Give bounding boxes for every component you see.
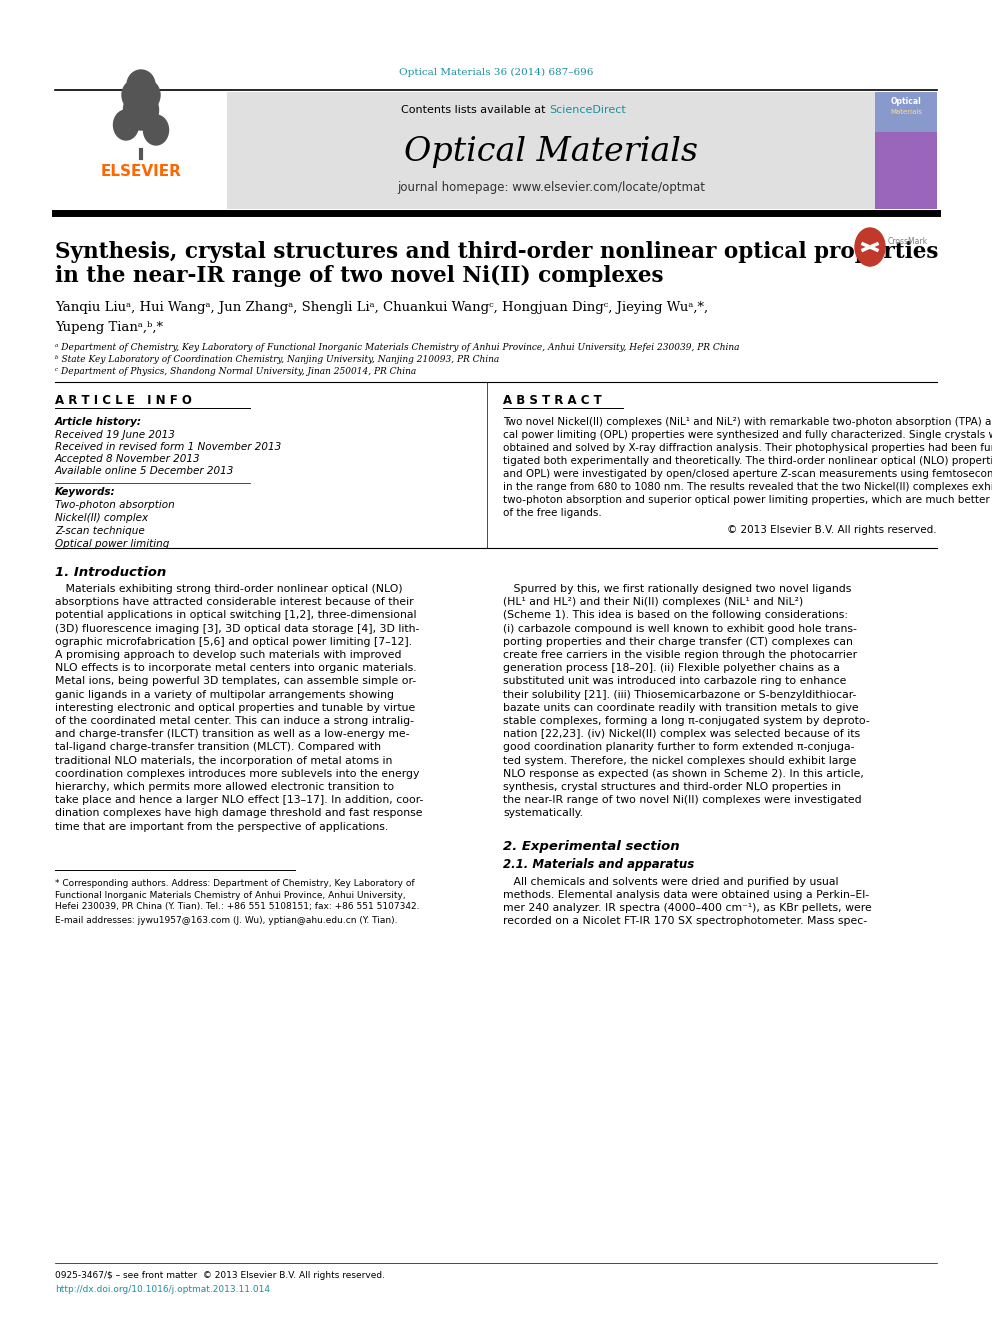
- Text: generation process [18–20]. (ii) Flexible polyether chains as a: generation process [18–20]. (ii) Flexibl…: [503, 663, 840, 673]
- Text: NLO response as expected (as shown in Scheme 2). In this article,: NLO response as expected (as shown in Sc…: [503, 769, 864, 779]
- Text: A B S T R A C T: A B S T R A C T: [503, 393, 602, 406]
- Polygon shape: [862, 257, 878, 266]
- Text: Keywords:: Keywords:: [55, 487, 116, 497]
- Text: create free carriers in the visible region through the photocarrier: create free carriers in the visible regi…: [503, 650, 857, 660]
- Text: traditional NLO materials, the incorporation of metal atoms in: traditional NLO materials, the incorpora…: [55, 755, 393, 766]
- Text: Contents lists available at: Contents lists available at: [401, 105, 549, 115]
- Text: obtained and solved by X-ray diffraction analysis. Their photophysical propertie: obtained and solved by X-ray diffraction…: [503, 443, 992, 452]
- Text: Optical Materials: Optical Materials: [404, 136, 698, 168]
- Text: (HL¹ and HL²) and their Ni(II) complexes (NiL¹ and NiL²): (HL¹ and HL²) and their Ni(II) complexes…: [503, 597, 804, 607]
- Text: in the range from 680 to 1080 nm. The results revealed that the two Nickel(II) c: in the range from 680 to 1080 nm. The re…: [503, 482, 992, 492]
- FancyBboxPatch shape: [227, 93, 875, 209]
- Text: absorptions have attracted considerable interest because of their: absorptions have attracted considerable …: [55, 597, 414, 607]
- Text: of the coordinated metal center. This can induce a strong intralig-: of the coordinated metal center. This ca…: [55, 716, 414, 726]
- Text: nation [22,23]. (iv) Nickel(II) complex was selected because of its: nation [22,23]. (iv) Nickel(II) complex …: [503, 729, 860, 740]
- Text: interesting electronic and optical properties and tunable by virtue: interesting electronic and optical prope…: [55, 703, 416, 713]
- Text: Yanqiu Liuᵃ, Hui Wangᵃ, Jun Zhangᵃ, Shengli Liᵃ, Chuankui Wangᶜ, Hongjuan Dingᶜ,: Yanqiu Liuᵃ, Hui Wangᵃ, Jun Zhangᵃ, Shen…: [55, 302, 708, 315]
- Text: ᵃ Department of Chemistry, Key Laboratory of Functional Inorganic Materials Chem: ᵃ Department of Chemistry, Key Laborator…: [55, 344, 739, 352]
- Text: ELSEVIER: ELSEVIER: [100, 164, 182, 180]
- Text: * Corresponding authors. Address: Department of Chemistry, Key Laboratory of: * Corresponding authors. Address: Depart…: [55, 880, 415, 888]
- Text: ScienceDirect: ScienceDirect: [549, 105, 626, 115]
- Text: tal-ligand charge-transfer transition (MLCT). Compared with: tal-ligand charge-transfer transition (M…: [55, 742, 381, 753]
- Text: Hefei 230039, PR China (Y. Tian). Tel.: +86 551 5108151; fax: +86 551 5107342.: Hefei 230039, PR China (Y. Tian). Tel.: …: [55, 902, 420, 912]
- Text: Optical Materials 36 (2014) 687–696: Optical Materials 36 (2014) 687–696: [399, 67, 593, 77]
- Text: Received 19 June 2013: Received 19 June 2013: [55, 430, 175, 441]
- Text: (i) carbazole compound is well known to exhibit good hole trans-: (i) carbazole compound is well known to …: [503, 623, 857, 634]
- Text: the near-IR range of two novel Ni(II) complexes were investigated: the near-IR range of two novel Ni(II) co…: [503, 795, 862, 806]
- Text: (3D) fluorescence imaging [3], 3D optical data storage [4], 3D lith-: (3D) fluorescence imaging [3], 3D optica…: [55, 623, 420, 634]
- Text: Materials exhibiting strong third-order nonlinear optical (NLO): Materials exhibiting strong third-order …: [55, 583, 403, 594]
- Text: Spurred by this, we first rationally designed two novel ligands: Spurred by this, we first rationally des…: [503, 583, 851, 594]
- Text: of the free ligands.: of the free ligands.: [503, 508, 602, 519]
- Text: dination complexes have high damage threshold and fast response: dination complexes have high damage thre…: [55, 808, 423, 819]
- Text: mer 240 analyzer. IR spectra (4000–400 cm⁻¹), as KBr pellets, were: mer 240 analyzer. IR spectra (4000–400 c…: [503, 904, 872, 913]
- Text: ographic microfabrication [5,6] and optical power limiting [7–12].: ographic microfabrication [5,6] and opti…: [55, 636, 412, 647]
- Text: Available online 5 December 2013: Available online 5 December 2013: [55, 466, 234, 476]
- Text: systematically.: systematically.: [503, 808, 583, 819]
- Text: hierarchy, which permits more allowed electronic transition to: hierarchy, which permits more allowed el…: [55, 782, 394, 792]
- Text: E-mail addresses: jywu1957@163.com (J. Wu), yptian@ahu.edu.cn (Y. Tian).: E-mail addresses: jywu1957@163.com (J. W…: [55, 916, 398, 925]
- Ellipse shape: [113, 110, 139, 140]
- Ellipse shape: [855, 228, 885, 266]
- Text: CrossMark: CrossMark: [888, 238, 929, 246]
- Text: Functional Inorganic Materials Chemistry of Anhui Province, Anhui University,: Functional Inorganic Materials Chemistry…: [55, 890, 406, 900]
- Text: NLO effects is to incorporate metal centers into organic materials.: NLO effects is to incorporate metal cent…: [55, 663, 417, 673]
- Text: 2. Experimental section: 2. Experimental section: [503, 840, 680, 853]
- Text: potential applications in optical switching [1,2], three-dimensional: potential applications in optical switch…: [55, 610, 417, 620]
- Text: bazate units can coordinate readily with transition metals to give: bazate units can coordinate readily with…: [503, 703, 859, 713]
- Text: and OPL) were investigated by open/closed aperture Z-scan measurements using fem: and OPL) were investigated by open/close…: [503, 468, 992, 479]
- Text: ᵇ State Key Laboratory of Coordination Chemistry, Nanjing University, Nanjing 21: ᵇ State Key Laboratory of Coordination C…: [55, 356, 499, 365]
- Ellipse shape: [144, 115, 169, 146]
- Text: A R T I C L E   I N F O: A R T I C L E I N F O: [55, 393, 191, 406]
- Text: in the near-IR range of two novel Ni(II) complexes: in the near-IR range of two novel Ni(II)…: [55, 265, 664, 287]
- Text: Optical: Optical: [891, 98, 922, 106]
- Text: ᶜ Department of Physics, Shandong Normal University, Jinan 250014, PR China: ᶜ Department of Physics, Shandong Normal…: [55, 368, 417, 377]
- Text: ganic ligands in a variety of multipolar arrangements showing: ganic ligands in a variety of multipolar…: [55, 689, 394, 700]
- Text: 2.1. Materials and apparatus: 2.1. Materials and apparatus: [503, 859, 694, 871]
- FancyBboxPatch shape: [875, 132, 937, 209]
- Text: Article history:: Article history:: [55, 417, 142, 427]
- Text: Accepted 8 November 2013: Accepted 8 November 2013: [55, 454, 200, 464]
- Text: two-photon absorption and superior optical power limiting properties, which are : two-photon absorption and superior optic…: [503, 495, 992, 505]
- Text: methods. Elemental analysis data were obtained using a Perkin–El-: methods. Elemental analysis data were ob…: [503, 890, 869, 900]
- Text: All chemicals and solvents were dried and purified by usual: All chemicals and solvents were dried an…: [503, 877, 838, 886]
- Text: cal power limiting (OPL) properties were synthesized and fully characterized. Si: cal power limiting (OPL) properties were…: [503, 430, 992, 441]
- Text: substituted unit was introduced into carbazole ring to enhance: substituted unit was introduced into car…: [503, 676, 846, 687]
- Text: synthesis, crystal structures and third-order NLO properties in: synthesis, crystal structures and third-…: [503, 782, 841, 792]
- Text: 0925-3467/$ – see front matter  © 2013 Elsevier B.V. All rights reserved.: 0925-3467/$ – see front matter © 2013 El…: [55, 1270, 385, 1279]
- Text: http://dx.doi.org/10.1016/j.optmat.2013.11.014: http://dx.doi.org/10.1016/j.optmat.2013.…: [55, 1285, 270, 1294]
- FancyBboxPatch shape: [55, 93, 227, 209]
- Text: their solubility [21]. (iii) Thiosemicarbazone or S-benzyldithiocar-: their solubility [21]. (iii) Thiosemicar…: [503, 689, 856, 700]
- Text: journal homepage: www.elsevier.com/locate/optmat: journal homepage: www.elsevier.com/locat…: [397, 180, 705, 193]
- Ellipse shape: [123, 90, 159, 130]
- Text: 1. Introduction: 1. Introduction: [55, 565, 167, 578]
- Text: time that are important from the perspective of applications.: time that are important from the perspec…: [55, 822, 388, 832]
- Text: Two novel Nickel(II) complexes (NiL¹ and NiL²) with remarkable two-photon absorp: Two novel Nickel(II) complexes (NiL¹ and…: [503, 417, 992, 427]
- Ellipse shape: [127, 70, 155, 101]
- Text: Received in revised form 1 November 2013: Received in revised form 1 November 2013: [55, 442, 282, 452]
- Text: Yupeng Tianᵃ,ᵇ,*: Yupeng Tianᵃ,ᵇ,*: [55, 320, 163, 333]
- Ellipse shape: [138, 81, 160, 108]
- Text: A promising approach to develop such materials with improved: A promising approach to develop such mat…: [55, 650, 402, 660]
- Text: © 2013 Elsevier B.V. All rights reserved.: © 2013 Elsevier B.V. All rights reserved…: [727, 525, 937, 534]
- Text: Metal ions, being powerful 3D templates, can assemble simple or-: Metal ions, being powerful 3D templates,…: [55, 676, 416, 687]
- Text: coordination complexes introduces more sublevels into the energy: coordination complexes introduces more s…: [55, 769, 420, 779]
- Text: Nickel(II) complex: Nickel(II) complex: [55, 513, 148, 523]
- FancyBboxPatch shape: [875, 93, 937, 209]
- Text: ted system. Therefore, the nickel complexes should exhibit large: ted system. Therefore, the nickel comple…: [503, 755, 856, 766]
- Text: take place and hence a larger NLO effect [13–17]. In addition, coor-: take place and hence a larger NLO effect…: [55, 795, 424, 806]
- Text: stable complexes, forming a long π-conjugated system by deproto-: stable complexes, forming a long π-conju…: [503, 716, 870, 726]
- Text: good coordination planarity further to form extended π-conjuga-: good coordination planarity further to f…: [503, 742, 854, 753]
- Text: (Scheme 1). This idea is based on the following considerations:: (Scheme 1). This idea is based on the fo…: [503, 610, 848, 620]
- Text: Two-photon absorption: Two-photon absorption: [55, 500, 175, 509]
- Text: Materials: Materials: [890, 108, 922, 115]
- Text: and charge-transfer (ILCT) transition as well as a low-energy me-: and charge-transfer (ILCT) transition as…: [55, 729, 410, 740]
- Text: recorded on a Nicolet FT-IR 170 SX spectrophotometer. Mass spec-: recorded on a Nicolet FT-IR 170 SX spect…: [503, 917, 867, 926]
- Text: Synthesis, crystal structures and third-order nonlinear optical properties: Synthesis, crystal structures and third-…: [55, 241, 938, 263]
- Text: tigated both experimentally and theoretically. The third-order nonlinear optical: tigated both experimentally and theoreti…: [503, 456, 992, 466]
- Text: Z-scan technique: Z-scan technique: [55, 527, 145, 536]
- Ellipse shape: [122, 81, 144, 108]
- Text: Optical power limiting: Optical power limiting: [55, 538, 170, 549]
- Text: porting properties and their charge transfer (CT) complexes can: porting properties and their charge tran…: [503, 636, 853, 647]
